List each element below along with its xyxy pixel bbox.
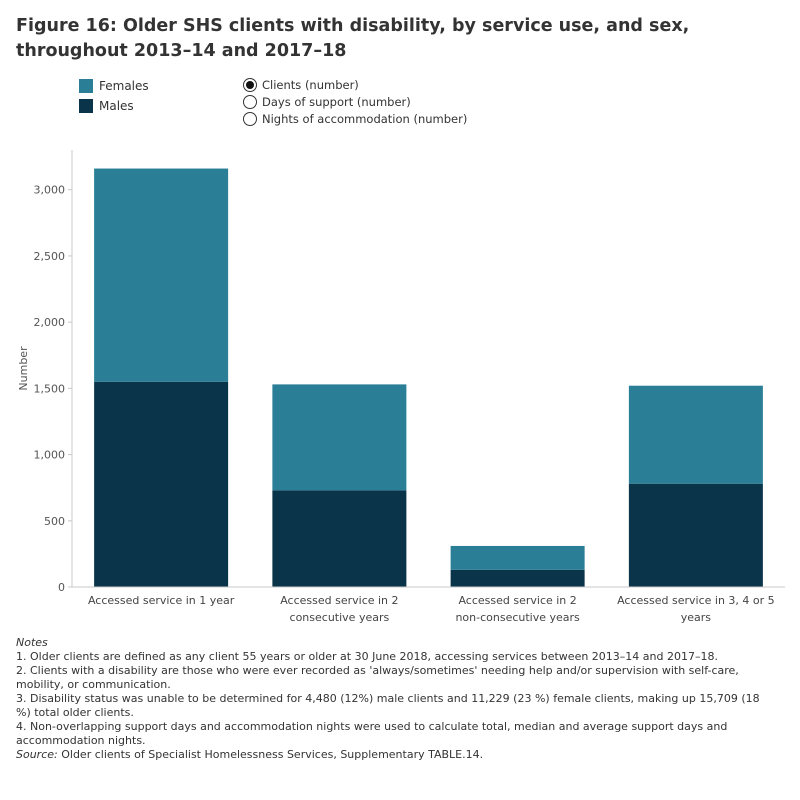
legend-swatch-females	[79, 79, 93, 93]
y-tick-label: 0	[58, 581, 65, 594]
x-tick-label-line: Accessed service in 3, 4 or 5	[617, 594, 775, 607]
note-4: 4. Non-overlapping support days and acco…	[16, 720, 728, 747]
radio-label-clients: Clients (number)	[262, 77, 359, 92]
radio-unselected-icon[interactable]	[243, 111, 257, 126]
x-tick-label: Accessed service in 3, 4 or 5 years	[617, 594, 775, 624]
y-tick-label: 500	[44, 515, 65, 528]
y-tick-label: 1,000	[34, 449, 66, 462]
x-tick-label-line: consecutive years	[290, 611, 390, 624]
legend-label-females: Females	[99, 79, 149, 93]
bar-males	[628, 483, 763, 587]
y-tick-label: 3,000	[34, 184, 66, 197]
bar-males	[94, 381, 229, 587]
notes-heading: Notes	[16, 636, 48, 649]
x-tick-label: Accessed service in 1 year	[88, 594, 235, 607]
legend-label-males: Males	[99, 99, 134, 113]
radio-label-nights-of-accommodation: Nights of accommodation (number)	[262, 111, 468, 126]
x-tick-label-line: years	[681, 611, 712, 624]
stacked-bar-chart: 0 500 1,000 1,500 2,000 2,500 3,000 Number Acces…	[17, 150, 785, 624]
bar-males	[272, 490, 407, 587]
radio-days-of-support[interactable]: Days of support (number)	[243, 93, 467, 110]
bar-females	[272, 384, 407, 491]
x-tick-label: Accessed service in 2 non-consecutive yea…	[455, 594, 580, 624]
x-tick-label-line: non-consecutive years	[455, 611, 580, 624]
legend-item-males[interactable]: Males	[79, 96, 149, 116]
measure-selector: Clients (number) Days of support (number…	[243, 76, 467, 127]
x-tick-label-line: Accessed service in 2	[458, 594, 576, 607]
note-1: 1. Older clients are defined as any clie…	[16, 650, 718, 663]
source-label: Source:	[16, 748, 58, 761]
radio-clients[interactable]: Clients (number)	[243, 76, 467, 93]
source-text: Older clients of Specialist Homelessness…	[57, 748, 484, 761]
source-line: Source: Older clients of Specialist Home…	[16, 748, 776, 762]
radio-label-days-of-support: Days of support (number)	[262, 94, 411, 109]
bar-males	[450, 569, 585, 587]
y-tick-label: 2,000	[34, 316, 66, 329]
legend: Females Males	[79, 76, 149, 116]
bar-females	[94, 168, 229, 382]
bar-females	[450, 545, 585, 570]
radio-nights-of-accommodation[interactable]: Nights of accommodation (number)	[243, 110, 467, 127]
x-tick-label-line: Accessed service in 1 year	[88, 594, 235, 607]
radio-unselected-icon[interactable]	[243, 94, 257, 109]
radio-dot-icon	[246, 80, 254, 89]
y-tick-label: 2,500	[34, 250, 66, 263]
y-tick-label: 1,500	[34, 382, 66, 395]
x-tick-label: Accessed service in 2 consecutive years	[280, 594, 398, 624]
legend-item-females[interactable]: Females	[79, 76, 149, 96]
x-tick-label-line: Accessed service in 2	[280, 594, 398, 607]
notes: Notes 1. Older clients are defined as an…	[16, 636, 776, 762]
chart-title: Figure 16: Older SHS clients with disabi…	[16, 16, 690, 61]
radio-selected-icon[interactable]	[243, 77, 257, 92]
legend-swatch-males	[79, 99, 93, 113]
note-3: 3. Disability status was unable to be de…	[16, 692, 760, 719]
bar-females	[628, 385, 763, 484]
note-2: 2. Clients with a disability are those w…	[16, 664, 739, 691]
y-axis-title: Number	[17, 346, 30, 391]
